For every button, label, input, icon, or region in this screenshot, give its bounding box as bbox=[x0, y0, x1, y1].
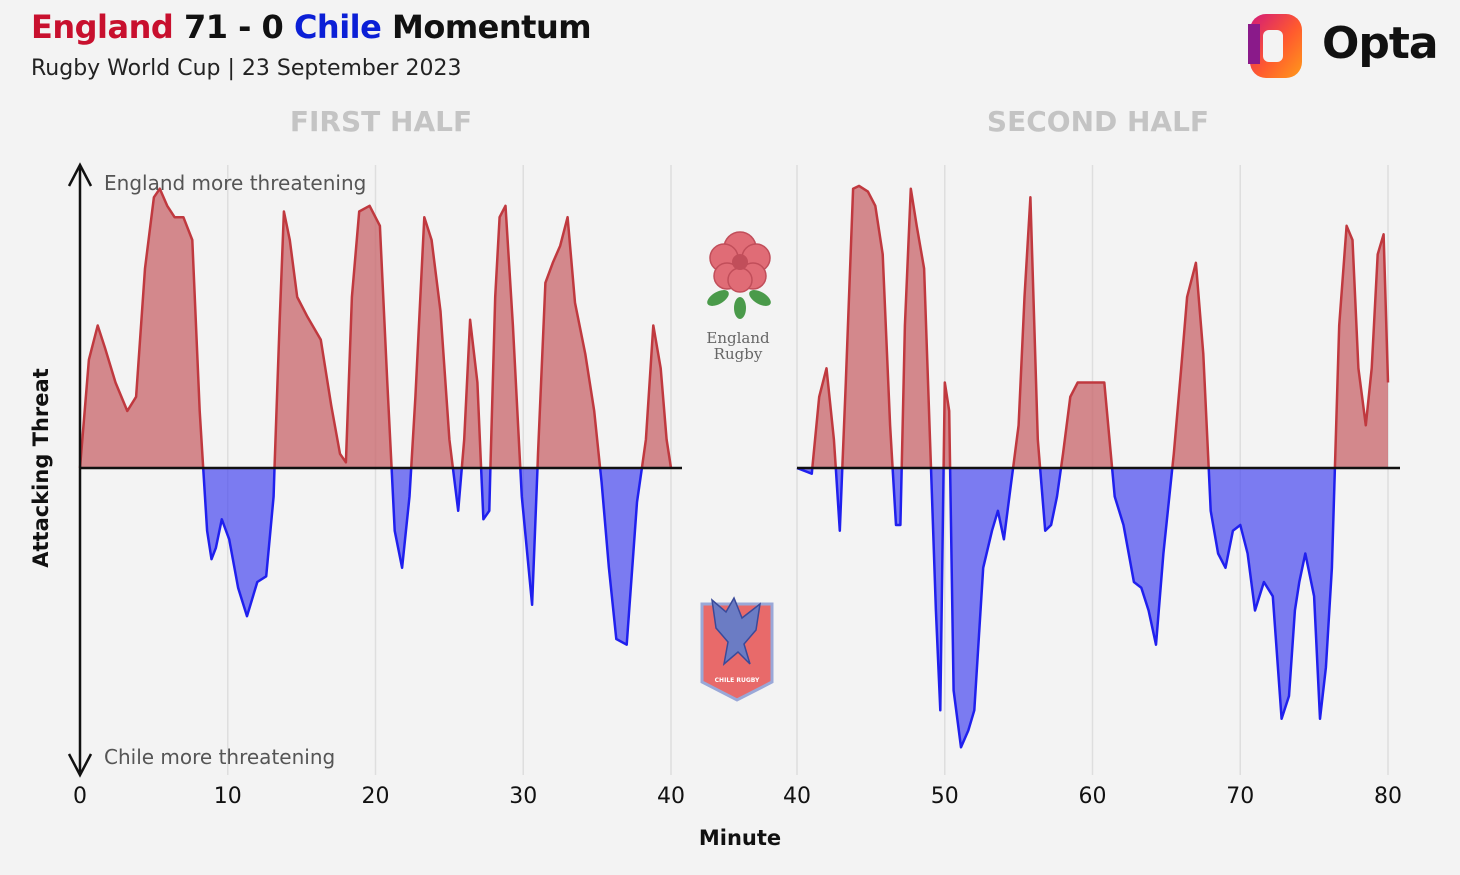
england-momentum-area bbox=[812, 368, 836, 468]
bottom-annotation: Chile more threatening bbox=[104, 745, 335, 769]
chile-momentum-line bbox=[834, 467, 844, 532]
england-momentum-area bbox=[537, 217, 601, 468]
chile-momentum-area bbox=[1112, 468, 1173, 645]
rose-leaf-icon bbox=[749, 290, 771, 306]
chile-momentum-area bbox=[600, 468, 642, 645]
down-arrow-icon bbox=[67, 753, 93, 778]
chile-rugby-badge-text: CHILE RUGBY bbox=[715, 677, 760, 684]
chile-momentum-line bbox=[479, 467, 492, 521]
x-tick-label: 20 bbox=[362, 784, 390, 809]
england-momentum-area bbox=[490, 205, 521, 469]
england-momentum-area bbox=[1061, 382, 1113, 468]
england-momentum-area bbox=[842, 185, 893, 468]
x-tick-label: 40 bbox=[657, 784, 685, 809]
england-momentum-line bbox=[1011, 196, 1042, 469]
chile-momentum-line bbox=[390, 467, 413, 570]
away-team-name: Chile bbox=[293, 8, 382, 46]
england-rugby-badge-text: England bbox=[706, 329, 770, 347]
x-tick-label: 50 bbox=[931, 784, 959, 809]
chile-momentum-line bbox=[1038, 467, 1063, 532]
rose-center-icon bbox=[732, 254, 748, 270]
england-rugby-badge-text: Rugby bbox=[714, 345, 763, 363]
chile-momentum-line bbox=[1110, 467, 1174, 646]
england-momentum-line bbox=[811, 367, 838, 469]
chile-momentum-line bbox=[929, 467, 945, 712]
panel-title: FIRST HALF bbox=[290, 105, 472, 138]
x-tick-label: 80 bbox=[1374, 784, 1402, 809]
england-momentum-area bbox=[1334, 225, 1388, 468]
chart-subtitle: Rugby World Cup | 23 September 2023 bbox=[31, 56, 462, 81]
chile-momentum-area bbox=[950, 468, 1014, 748]
england-momentum-line bbox=[942, 381, 952, 469]
x-tick-label: 40 bbox=[783, 784, 811, 809]
opta-logo: Opta bbox=[1246, 8, 1446, 84]
condor-icon bbox=[710, 596, 762, 666]
opta-logo-text: Opta bbox=[1322, 18, 1439, 69]
title-suffix: Momentum bbox=[391, 8, 592, 46]
x-axis-label: Minute bbox=[699, 826, 781, 850]
england-momentum-line bbox=[536, 215, 602, 469]
england-momentum-line bbox=[841, 184, 894, 469]
chile-momentum-area bbox=[892, 468, 902, 525]
england-momentum-line bbox=[409, 215, 455, 469]
chile-momentum-area bbox=[1040, 468, 1061, 531]
x-tick-label: 10 bbox=[214, 784, 242, 809]
rose-leaf-icon bbox=[707, 290, 729, 306]
x-tick-label: 70 bbox=[1226, 784, 1254, 809]
chile-momentum-line bbox=[451, 467, 464, 513]
x-tick-label: 0 bbox=[73, 784, 87, 809]
rose-petal-icon bbox=[727, 267, 753, 293]
x-tick-label: 60 bbox=[1079, 784, 1107, 809]
england-momentum-line bbox=[900, 187, 933, 469]
opta-logo-icon bbox=[1248, 14, 1302, 78]
england-momentum-line bbox=[1171, 261, 1210, 469]
england-momentum-line bbox=[1059, 381, 1114, 469]
chile-momentum-line bbox=[519, 467, 539, 607]
chile-momentum-line bbox=[948, 467, 1015, 749]
england-momentum-line bbox=[273, 204, 393, 469]
england-momentum-area bbox=[641, 325, 671, 468]
chile-momentum-line bbox=[1207, 467, 1337, 721]
panel-title: SECOND HALF bbox=[987, 105, 1209, 138]
chile-momentum-line bbox=[598, 467, 644, 646]
chile-momentum-line bbox=[891, 467, 903, 527]
england-momentum-line bbox=[460, 318, 483, 469]
england-momentum-line bbox=[78, 187, 205, 469]
rose-leaf-icon bbox=[734, 297, 746, 319]
x-tick-label: 30 bbox=[509, 784, 537, 809]
home-team-name: England bbox=[31, 8, 174, 46]
top-annotation: England more threatening bbox=[104, 171, 366, 195]
england-momentum-area bbox=[274, 205, 392, 469]
chile-momentum-line bbox=[796, 466, 814, 475]
england-momentum-line bbox=[489, 204, 522, 469]
y-axis-label: Attacking Threat bbox=[29, 368, 53, 568]
england-momentum-line bbox=[640, 324, 673, 469]
up-arrow-icon bbox=[67, 162, 93, 187]
chart-title: England 71 - 0 Chile Momentum bbox=[31, 8, 592, 46]
england-momentum-line bbox=[1333, 224, 1390, 469]
chile-momentum-area bbox=[391, 468, 412, 568]
chile-momentum-area bbox=[203, 468, 275, 617]
chile-momentum-line bbox=[201, 467, 276, 618]
england-momentum-area bbox=[461, 319, 482, 468]
score: 71 - 0 bbox=[183, 8, 284, 46]
